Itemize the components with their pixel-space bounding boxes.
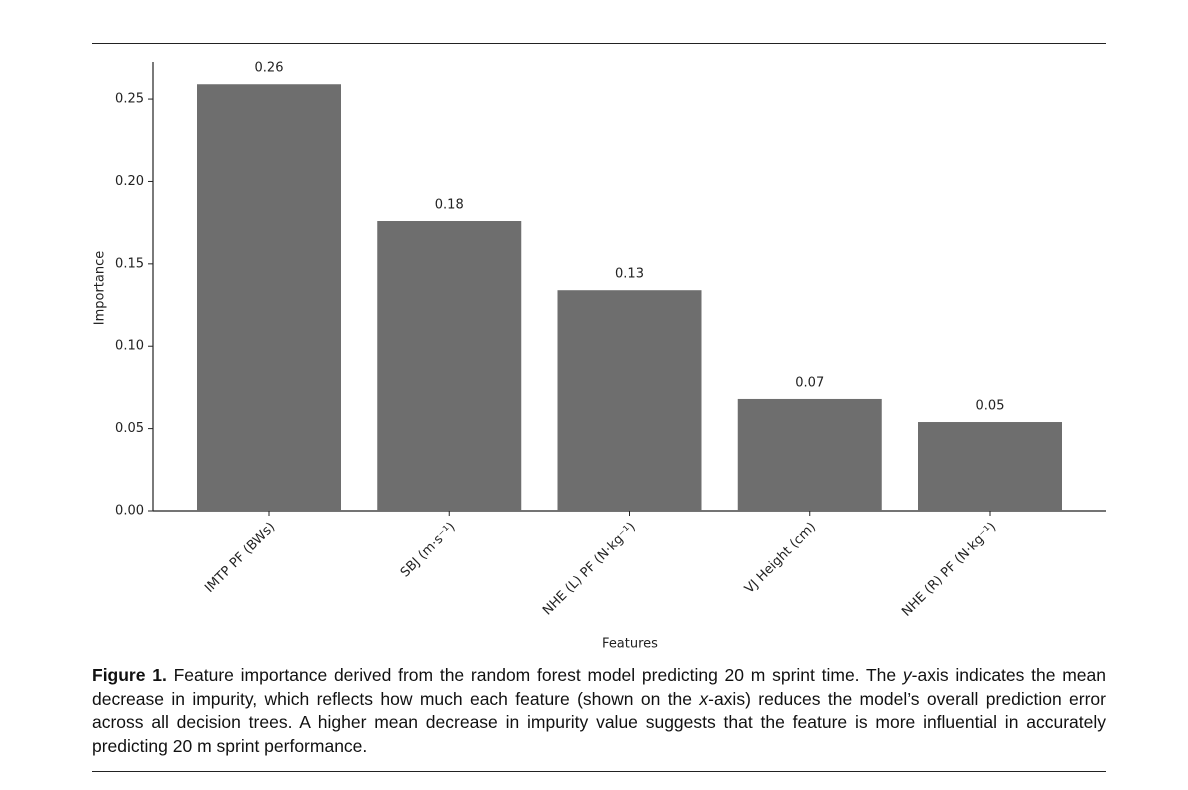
caption-text: -axis indicates the mean decrease in imp…	[92, 665, 1107, 709]
y-tick-label: 0.10	[115, 339, 144, 354]
value-label: 0.26	[255, 61, 284, 76]
bar	[377, 221, 522, 511]
x-axis-label: Features	[602, 637, 658, 652]
x-tick-label: NHE (R) PF (N·kg⁻¹)	[899, 520, 999, 620]
x-tick-label: VJ Height (cm)	[742, 520, 819, 597]
y-tick-label: 0.15	[115, 256, 144, 271]
y-axis-label: Importance	[93, 251, 108, 326]
value-label: 0.07	[795, 375, 824, 390]
top-rule	[92, 43, 1106, 44]
bar	[557, 290, 702, 511]
caption-text: x	[699, 688, 709, 709]
y-tick-label: 0.20	[115, 174, 144, 189]
x-tick-label: IMTP PF (BWs)	[202, 520, 278, 596]
y-tick-label: 0.00	[115, 504, 144, 519]
value-label: 0.18	[435, 198, 464, 213]
bottom-rule	[92, 771, 1106, 772]
bar	[737, 398, 882, 511]
caption-text: Feature importance derived from the rand…	[166, 665, 903, 685]
x-tick-label: SBJ (m·s⁻¹)	[398, 520, 459, 581]
y-tick-label: 0.25	[115, 92, 144, 107]
x-tick-label: NHE (L) PF (N·kg⁻¹)	[540, 520, 639, 619]
y-tick-label: 0.05	[115, 421, 144, 436]
caption-label: Figure 1.	[92, 665, 167, 685]
chart: Importance Features 0.00 0.05 0.10 0.15 0.20…	[93, 61, 1106, 652]
bar	[197, 84, 341, 512]
caption: Figure 1. Feature importance derived fro…	[92, 664, 1106, 758]
caption-text: -axis) reduces the model’s overall predi…	[92, 688, 1106, 756]
value-label: 0.13	[615, 267, 644, 282]
bar	[918, 422, 1062, 511]
value-label: 0.05	[976, 399, 1005, 414]
caption-text: y	[902, 665, 912, 685]
